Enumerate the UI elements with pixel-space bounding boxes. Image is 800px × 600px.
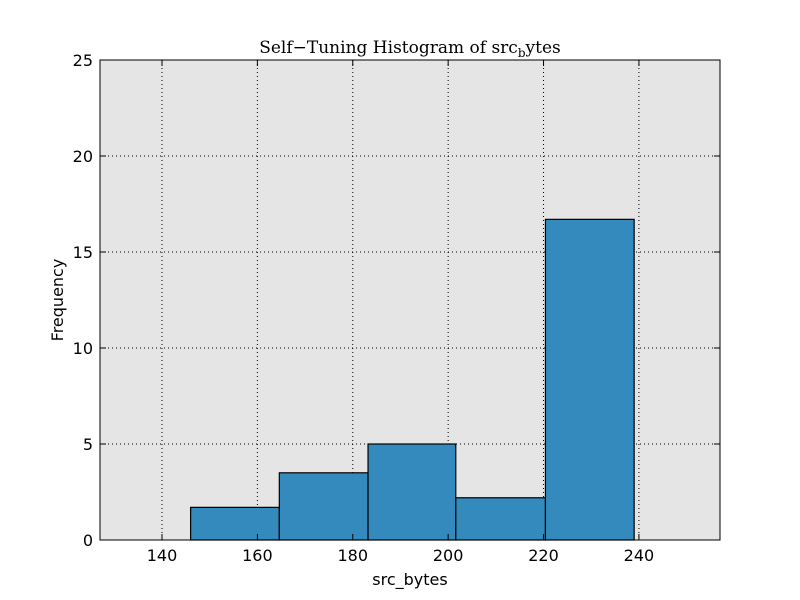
- x-tick-label: 160: [242, 546, 273, 565]
- chart-title-subscript: b: [518, 46, 526, 60]
- y-tick-label: 15: [73, 243, 93, 262]
- histogram-bar: [190, 506, 280, 541]
- x-tick-label: 140: [147, 546, 178, 565]
- histogram-bar: [278, 472, 369, 541]
- x-axis-label: src_bytes: [372, 570, 447, 590]
- x-tick-label: 180: [337, 546, 368, 565]
- histogram-bar: [544, 218, 635, 541]
- bars: [190, 218, 635, 541]
- y-axis-label: Frequency: [48, 259, 67, 342]
- y-tick-label: 0: [83, 531, 93, 550]
- y-tick-label: 25: [73, 51, 93, 70]
- x-tick-label: 220: [528, 546, 559, 565]
- y-tick-label: 20: [73, 147, 93, 166]
- chart-title: Self−Tuning Histogram of srcbytes: [259, 38, 561, 60]
- x-tick-label: 200: [433, 546, 464, 565]
- histogram-bar: [367, 443, 457, 541]
- plot-frame: [99, 59, 721, 541]
- x-tick-label: 240: [624, 546, 655, 565]
- y-tick-label: 5: [83, 435, 93, 454]
- histogram-bar: [455, 497, 547, 541]
- y-tick-label: 10: [73, 339, 93, 358]
- chart-title-tail: ytes: [525, 38, 561, 58]
- chart-title-main: Self−Tuning Histogram of src: [259, 38, 518, 58]
- axis-ticks: 140 160 180 200 220 240 0 5 10 15 20 25: [73, 51, 720, 565]
